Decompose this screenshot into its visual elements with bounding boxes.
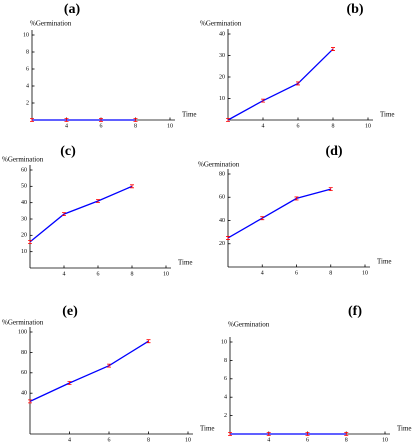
y-tick-label: 30 — [21, 216, 27, 222]
x-tick-label: 6 — [306, 437, 309, 443]
data-point — [107, 363, 111, 368]
panel-title: (f) — [348, 304, 362, 319]
data-point — [146, 339, 151, 344]
data-line — [29, 340, 149, 402]
y-tick-label: 2 — [26, 100, 29, 106]
y-tick-label: 60 — [21, 167, 27, 173]
data-point — [305, 432, 310, 436]
x-tick-label: 10 — [163, 271, 169, 277]
y-tick-label: 40 — [219, 31, 225, 37]
panel-title: (c) — [60, 144, 76, 159]
x-axis-label: Time — [377, 258, 392, 266]
y-tick-label: 2 — [224, 413, 227, 419]
y-axis-label: %Germination — [200, 20, 242, 28]
x-tick-label: 8 — [131, 271, 134, 277]
y-tick-label: 10 — [219, 96, 225, 102]
x-tick-label: 4 — [262, 123, 265, 129]
y-tick-label: 10 — [21, 249, 27, 255]
y-tick-label: 30 — [219, 53, 225, 59]
x-tick-label: 4 — [65, 123, 68, 129]
y-tick-label: 80 — [219, 171, 225, 177]
data-point — [294, 196, 299, 201]
y-tick-label: 10 — [221, 339, 227, 345]
x-tick-label: 8 — [329, 270, 332, 276]
y-tick-label: 100 — [18, 329, 27, 335]
data-point — [228, 432, 232, 436]
data-line — [29, 185, 133, 243]
y-axis-label: %Germination — [228, 321, 270, 329]
y-tick-label: 40 — [21, 200, 27, 206]
data-line — [227, 48, 334, 121]
data-point — [296, 81, 300, 86]
y-tick-label: 20 — [21, 233, 27, 239]
y-tick-label: 8 — [26, 49, 29, 55]
x-tick-label: 4 — [261, 270, 264, 276]
data-point — [226, 118, 230, 122]
y-tick-label: 4 — [224, 395, 227, 401]
y-axis-label: %Germination — [2, 156, 44, 164]
x-tick-label: 10 — [167, 123, 173, 129]
data-point — [133, 118, 138, 122]
x-tick-label: 10 — [362, 270, 368, 276]
data-point — [62, 212, 66, 216]
y-tick-label: 6 — [224, 376, 227, 382]
x-axis-label: Time — [182, 111, 197, 119]
panel-title: (d) — [325, 144, 342, 159]
x-axis-label: Time — [397, 425, 412, 433]
x-tick-label: 6 — [297, 123, 300, 129]
y-tick-label: 4 — [26, 83, 29, 89]
x-tick-label: 8 — [345, 437, 348, 443]
x-axis-label: Time — [380, 111, 395, 119]
data-point — [261, 98, 265, 103]
x-tick-label: 4 — [267, 437, 270, 443]
y-tick-label: 20 — [219, 241, 225, 247]
x-tick-label: 8 — [332, 123, 335, 129]
data-line — [227, 188, 331, 239]
data-point — [331, 47, 335, 51]
y-axis-label: %Germination — [198, 161, 240, 169]
data-point — [344, 432, 349, 436]
data-point — [328, 187, 333, 192]
x-tick-label: 6 — [295, 270, 298, 276]
data-point — [67, 381, 72, 385]
data-point — [96, 199, 100, 203]
x-tick-label: 4 — [63, 271, 66, 277]
x-tick-label: 6 — [100, 123, 103, 129]
y-tick-label: 8 — [224, 358, 227, 364]
x-tick-label: 10 — [365, 123, 371, 129]
y-axis-label: %Germination — [30, 20, 72, 28]
panel-title: (b) — [346, 2, 363, 17]
y-tick-label: 20 — [219, 74, 225, 80]
panel-title: (e) — [62, 304, 78, 319]
data-point — [266, 432, 271, 436]
data-point — [260, 216, 265, 221]
y-tick-label: 6 — [26, 66, 29, 72]
data-point — [28, 239, 32, 244]
x-tick-label: 10 — [382, 437, 388, 443]
data-point — [28, 399, 32, 404]
y-tick-label: 80 — [21, 350, 27, 356]
x-axis-label: Time — [178, 259, 193, 267]
y-tick-label: 60 — [219, 195, 225, 201]
x-tick-label: 6 — [97, 271, 100, 277]
y-tick-label: 60 — [21, 370, 27, 376]
x-axis-label: Time — [200, 425, 215, 433]
y-tick-label: 50 — [21, 184, 27, 190]
y-axis-label: %Germination — [2, 319, 44, 327]
y-tick-label: 10 — [23, 32, 29, 38]
x-tick-label: 8 — [134, 123, 137, 129]
x-tick-label: 10 — [185, 437, 191, 443]
data-point — [99, 118, 103, 122]
data-point — [64, 118, 69, 122]
data-point — [130, 184, 134, 189]
panel-title: (a) — [64, 2, 81, 17]
data-point — [30, 118, 34, 122]
data-point — [226, 236, 230, 240]
x-tick-label: 8 — [147, 437, 150, 443]
y-tick-label: 40 — [21, 391, 27, 397]
x-tick-label: 6 — [108, 437, 111, 443]
y-tick-label: 40 — [219, 218, 225, 224]
x-tick-label: 4 — [68, 437, 71, 443]
